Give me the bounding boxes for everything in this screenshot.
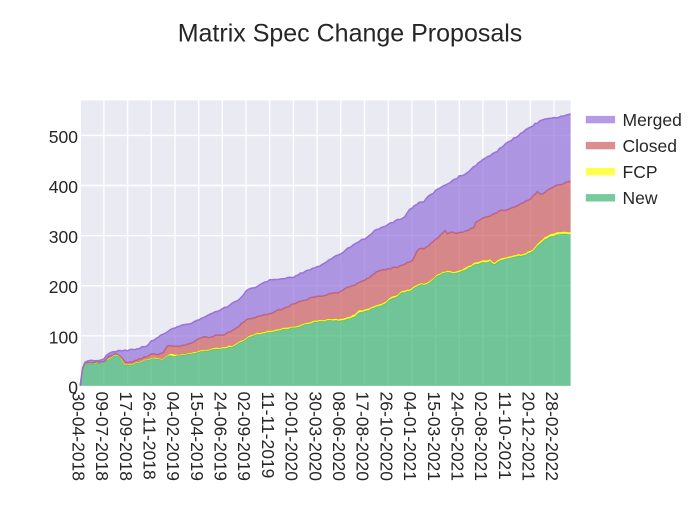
svg-text:30-03-2020: 30-03-2020 bbox=[305, 392, 325, 482]
svg-text:26-10-2020: 26-10-2020 bbox=[376, 392, 396, 482]
svg-text:30-04-2018: 30-04-2018 bbox=[68, 392, 88, 482]
svg-text:Merged: Merged bbox=[623, 110, 682, 130]
svg-text:New: New bbox=[623, 188, 658, 208]
svg-text:FCP: FCP bbox=[623, 162, 658, 182]
svg-text:17-08-2020: 17-08-2020 bbox=[353, 392, 373, 482]
svg-text:100: 100 bbox=[49, 327, 78, 347]
svg-text:11-11-2019: 11-11-2019 bbox=[258, 392, 278, 479]
svg-text:20-12-2021: 20-12-2021 bbox=[519, 392, 539, 482]
svg-text:300: 300 bbox=[49, 227, 78, 247]
svg-text:26-11-2018: 26-11-2018 bbox=[140, 392, 160, 480]
svg-text:08-06-2020: 08-06-2020 bbox=[329, 392, 349, 482]
svg-text:15-04-2019: 15-04-2019 bbox=[187, 392, 207, 482]
svg-text:04-01-2021: 04-01-2021 bbox=[400, 392, 420, 482]
svg-text:09-07-2018: 09-07-2018 bbox=[92, 392, 112, 482]
svg-text:15-03-2021: 15-03-2021 bbox=[424, 392, 444, 482]
svg-text:400: 400 bbox=[49, 177, 78, 197]
svg-text:20-01-2020: 20-01-2020 bbox=[282, 392, 302, 482]
svg-text:24-06-2019: 24-06-2019 bbox=[211, 392, 231, 482]
svg-text:28-02-2022: 28-02-2022 bbox=[542, 392, 562, 482]
svg-text:Matrix Spec Change Proposals: Matrix Spec Change Proposals bbox=[178, 20, 523, 48]
svg-text:24-05-2021: 24-05-2021 bbox=[448, 392, 468, 482]
svg-text:17-09-2018: 17-09-2018 bbox=[116, 392, 136, 482]
svg-text:02-09-2019: 02-09-2019 bbox=[234, 392, 254, 482]
svg-text:11-10-2021: 11-10-2021 bbox=[495, 392, 515, 480]
svg-text:Closed: Closed bbox=[623, 136, 677, 156]
svg-text:04-02-2019: 04-02-2019 bbox=[163, 392, 183, 482]
svg-text:0: 0 bbox=[68, 377, 78, 397]
svg-text:02-08-2021: 02-08-2021 bbox=[471, 392, 491, 482]
svg-text:200: 200 bbox=[49, 277, 78, 297]
svg-text:500: 500 bbox=[49, 127, 78, 147]
